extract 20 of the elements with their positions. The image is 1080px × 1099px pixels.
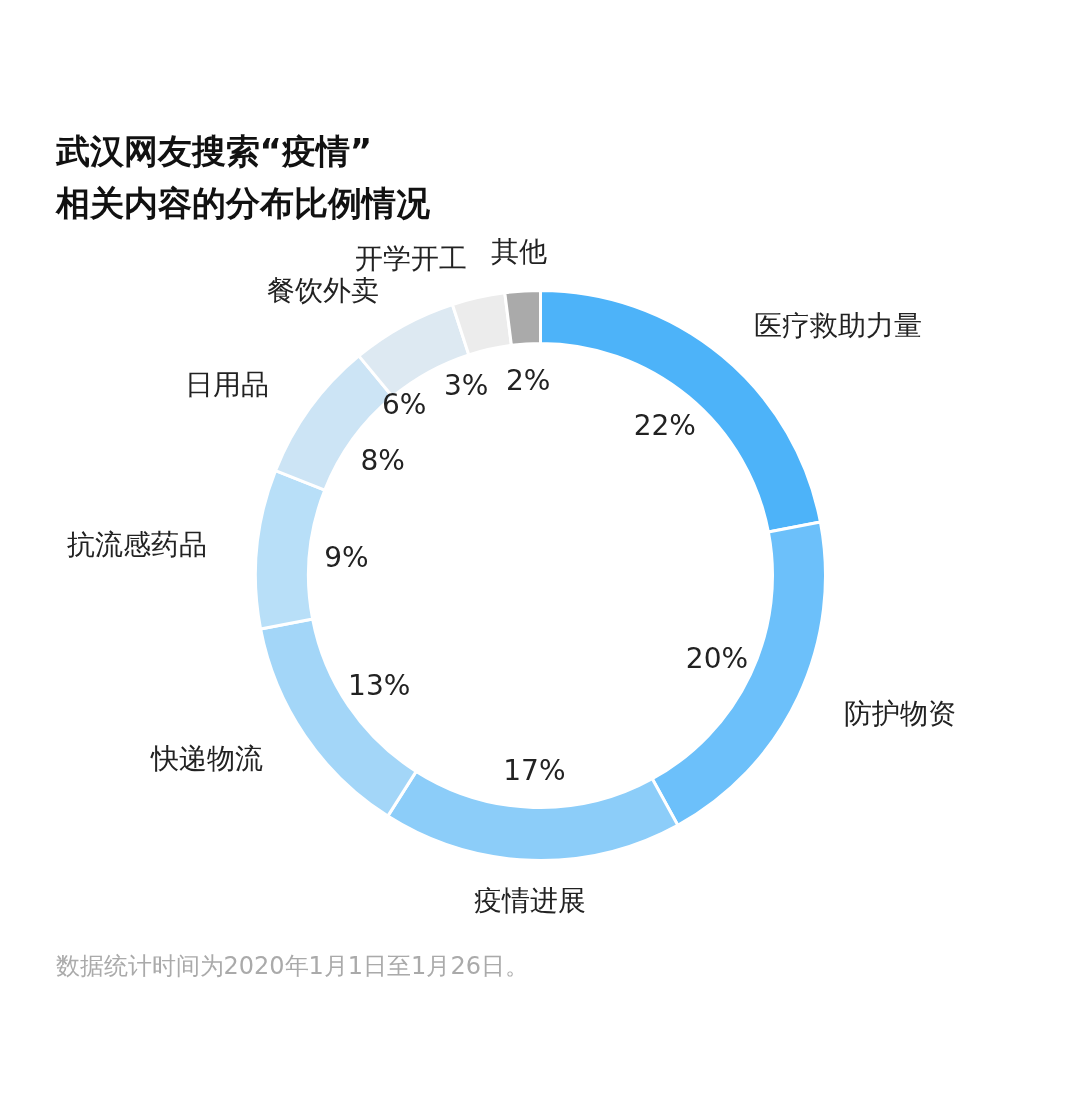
slice-label: 餐饮外卖: [267, 274, 380, 308]
data-label: 2%: [506, 364, 551, 398]
text: 数据统计时间为2020年1月1日至1月26日。: [55, 951, 529, 980]
data-label: 8%: [360, 444, 405, 478]
data-label: 13%: [348, 668, 411, 702]
slice-label: 疫情进展: [473, 883, 586, 917]
slice-label: 抗流感药品: [66, 528, 207, 562]
slice-label: 防护物资: [843, 697, 956, 731]
data-label: 17%: [503, 753, 566, 787]
data-label: 9%: [324, 540, 369, 574]
slice-label: 日用品: [185, 367, 270, 401]
slice-label: 快递物流: [150, 741, 264, 775]
slice-label: 医疗救助力量: [754, 308, 923, 342]
slice-label: 开学开工: [355, 241, 468, 275]
data-label: 6%: [382, 388, 427, 422]
data-label: 20%: [685, 642, 749, 676]
data-label: 3%: [444, 368, 489, 402]
data-label: 22%: [633, 408, 696, 442]
slice-label: 其他: [491, 234, 548, 268]
chart-title: 武汉网友搜索“疫情” 相关内容的分布比例情况: [54, 130, 431, 223]
